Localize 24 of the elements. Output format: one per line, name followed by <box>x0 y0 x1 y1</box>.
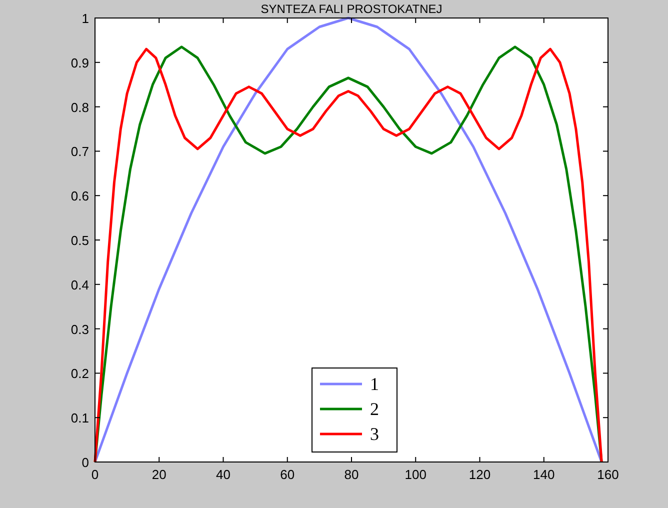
y-tick-label: 1 <box>82 11 89 26</box>
x-tick-label: 120 <box>468 467 491 482</box>
x-tick-label: 0 <box>91 467 99 482</box>
y-tick-label: 0.6 <box>70 188 89 204</box>
y-tick-label: 0.2 <box>70 366 89 382</box>
y-tick-label: 0.4 <box>70 277 89 292</box>
legend-label: 3 <box>370 424 379 444</box>
x-tick-label: 80 <box>344 467 359 482</box>
y-tick-label: 0 <box>82 455 89 470</box>
x-tick-label: 20 <box>152 467 166 482</box>
x-tick-label: 160 <box>597 467 619 482</box>
y-tick-label: 0.9 <box>70 55 89 70</box>
y-tick-label: 0.1 <box>70 410 89 426</box>
chart-title: SYNTEZA FALI PROSTOKATNEJ <box>260 2 442 16</box>
x-tick-label: 40 <box>216 467 230 482</box>
x-tick-label: 140 <box>533 467 555 482</box>
y-tick-label: 0.8 <box>70 100 89 115</box>
x-tick-label: 100 <box>404 467 426 482</box>
x-tick-label: 60 <box>280 467 295 482</box>
legend-label: 2 <box>370 399 379 419</box>
y-tick-label: 0.3 <box>70 322 89 337</box>
legend-label: 1 <box>370 374 379 394</box>
y-tick-label: 0.5 <box>70 233 89 248</box>
y-tick-label: 0.7 <box>70 144 89 160</box>
